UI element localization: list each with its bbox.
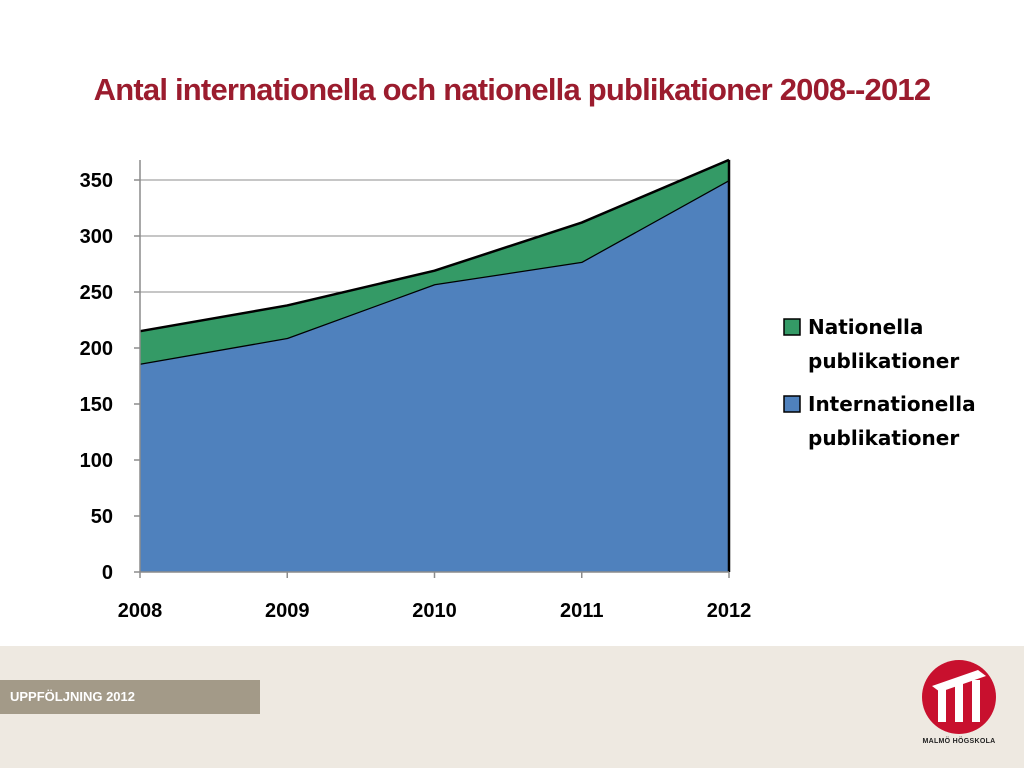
y-tick-label: 0: [102, 562, 113, 584]
legend-label: Internationella: [808, 392, 976, 416]
footer-tag: UPPFÖLJNING 2012: [0, 680, 260, 714]
x-tick-label: 2008: [118, 600, 163, 622]
legend-label: Nationella: [808, 315, 923, 339]
axes: 0 50 100 150 200 250 300 350 2008 2009 2010 2011 201…: [80, 160, 752, 622]
series-line: [139, 158, 730, 333]
slide-title: Antal internationella och nationella pub…: [93, 72, 931, 107]
malmo-hogskola-logo-icon: [922, 660, 996, 734]
area-series: [139, 158, 731, 572]
y-tick-label: 250: [80, 282, 113, 304]
logo-text: MALMÖ HÖGSKOLA: [922, 738, 996, 745]
legend-label: publikationer: [808, 426, 959, 450]
y-tick-label: 200: [80, 338, 113, 360]
legend-swatch: [783, 318, 801, 336]
x-tick-label: 2010: [412, 600, 457, 622]
y-tick-label: 350: [80, 170, 113, 192]
area-nationella: [140, 159, 729, 364]
legend: Nationella publikationer Internationella pu…: [783, 315, 976, 450]
area-internationella: [140, 180, 729, 572]
legend-swatch: [783, 395, 801, 413]
x-tick-label: 2011: [560, 600, 603, 622]
y-tick-label: 150: [80, 394, 113, 416]
x-tick-label: 2012: [707, 600, 752, 622]
stacked-area-chart: 0 50 100 150 200 250 300 350 2008 2009 2010 2011 201…: [80, 158, 976, 622]
y-tick-label: 100: [80, 450, 113, 472]
y-tick-label: 50: [91, 506, 113, 528]
x-tick-label: 2009: [265, 600, 310, 622]
y-tick-label: 300: [80, 226, 113, 248]
legend-label: publikationer: [808, 349, 959, 373]
